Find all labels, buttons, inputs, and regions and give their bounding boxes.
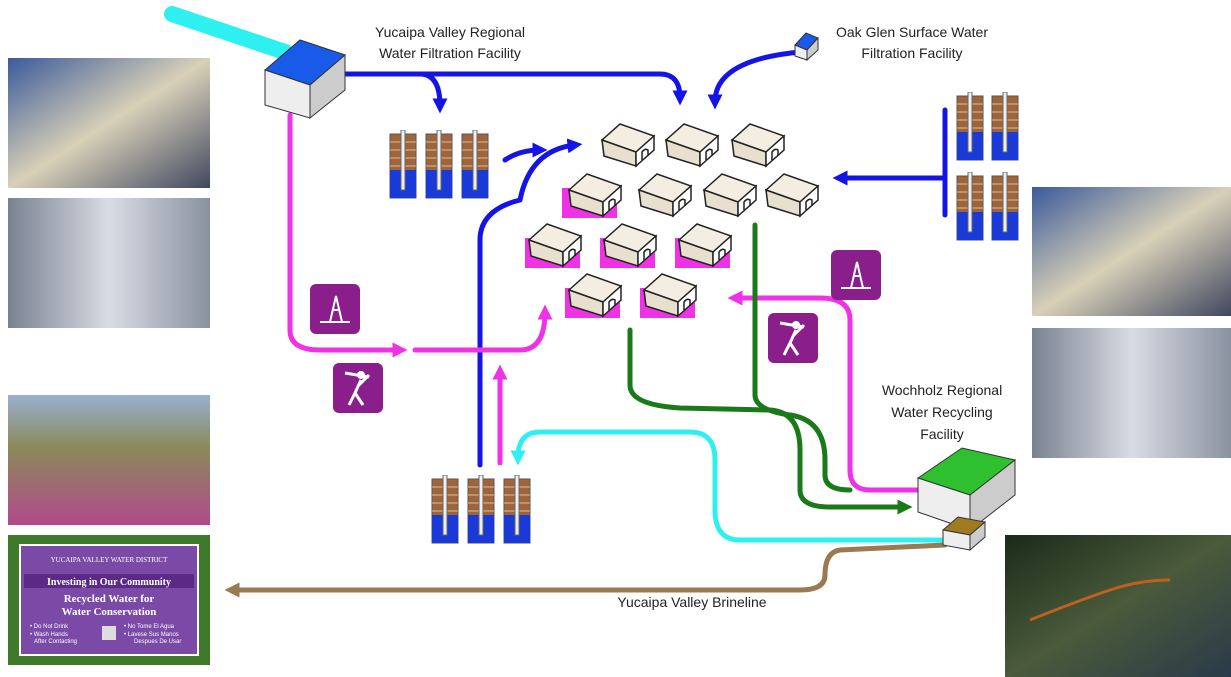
facility-label: Filtration Facility <box>861 45 962 61</box>
sign-text: Investing in Our Community <box>47 577 171 588</box>
sign-text: • Do Not Drink <box>30 624 69 630</box>
photo <box>1032 187 1231 316</box>
photo <box>8 198 210 328</box>
wochholz-building <box>918 448 1015 550</box>
well-group <box>957 92 1018 240</box>
photo <box>8 395 210 525</box>
brineline-pipe <box>232 545 945 590</box>
facility-label: Water Filtration Facility <box>379 45 521 61</box>
facility-label: Water Recycling <box>891 404 992 420</box>
sign-text: • No Tome El Agua <box>124 624 175 630</box>
sign-text: • Lavese Sus Manos <box>124 632 179 638</box>
well-group <box>432 475 530 543</box>
well-group <box>390 130 488 198</box>
blue-pipe <box>505 150 540 160</box>
source-pipe <box>172 14 285 52</box>
sign-text: After Contacting <box>34 639 77 645</box>
blue-pipe <box>715 52 800 102</box>
houses <box>525 124 818 318</box>
sign-text: Water Conservation <box>62 606 157 618</box>
recycled-water-sign: YUCAIPA VALLEY WATER DISTRICT Investing … <box>8 535 210 665</box>
pipeline-label: Yucaipa Valley Brineline <box>617 594 766 610</box>
map-photo <box>1005 535 1231 677</box>
photo <box>1032 328 1231 458</box>
sewer-pipe <box>630 330 905 507</box>
facility-label: Yucaipa Valley Regional <box>375 24 525 40</box>
blue-pipe <box>840 110 945 215</box>
facility-label: Wochholz Regional <box>882 382 1002 398</box>
water-system-diagram: YUCAIPA VALLEY WATER DISTRICT Investing … <box>0 0 1231 677</box>
sign-text: • Wash Hands <box>30 632 68 638</box>
sign-text: Despues De Usar <box>134 639 181 645</box>
brine-pipe <box>518 432 950 540</box>
oak-glen-building <box>795 33 818 60</box>
sign-logo <box>102 626 116 640</box>
sign-text: YUCAIPA VALLEY WATER DISTRICT <box>51 556 168 564</box>
park-icon <box>310 284 360 334</box>
park-icon <box>831 250 881 300</box>
sign-text: Recycled Water for <box>64 593 155 605</box>
facility-label: Oak Glen Surface Water <box>836 24 988 40</box>
blue-pipe <box>420 74 440 106</box>
photo <box>8 58 210 188</box>
blue-pipe <box>480 145 575 465</box>
golf-icon <box>333 363 383 413</box>
facility-label: Facility <box>920 426 964 442</box>
golf-icon <box>768 313 818 363</box>
blue-pipe <box>335 74 680 98</box>
